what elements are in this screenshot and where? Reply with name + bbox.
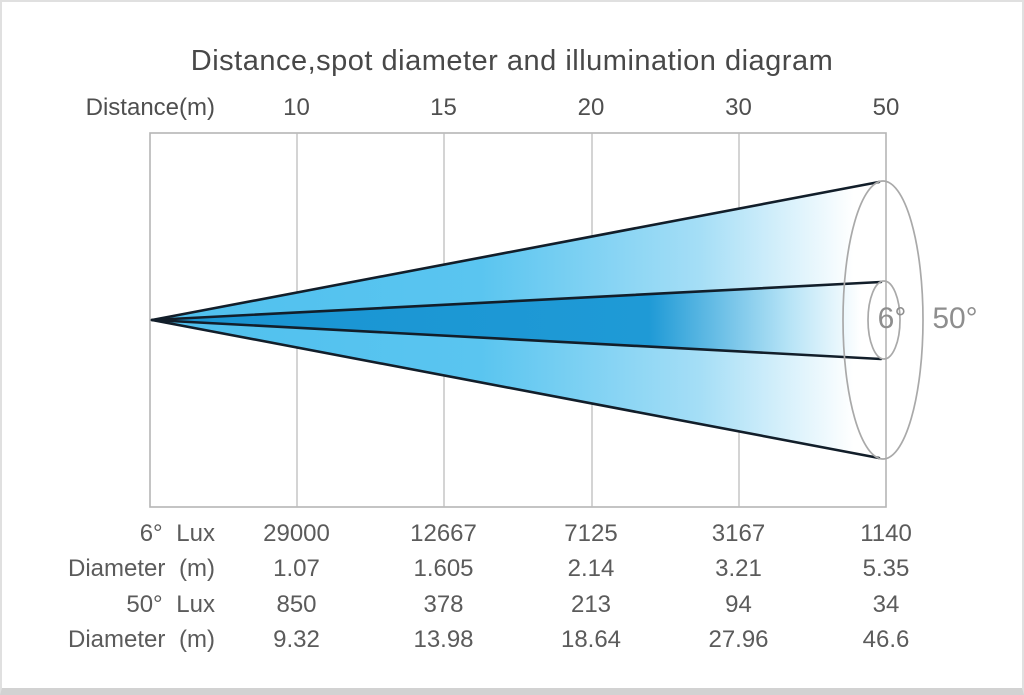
cell-value: 34: [872, 591, 900, 618]
narrow-beam-spot-ellipse: [867, 280, 901, 360]
cell-value: 1.07: [273, 555, 320, 582]
cell-value: 29000: [263, 520, 330, 547]
distance-tick-50: 50: [872, 94, 900, 121]
narrow-beam-top-edge: [150, 280, 883, 322]
cell-value: 378: [423, 591, 464, 618]
cell-value: 94: [725, 591, 752, 618]
cell-value: 12667: [410, 520, 477, 547]
cell-value: 46.6: [862, 626, 910, 653]
cell-value: 850: [276, 591, 317, 618]
distance-tick-20: 20: [577, 94, 605, 121]
cell-value: 3167: [711, 520, 766, 547]
wide-beam-bottom-edge: [150, 318, 881, 460]
wide-beam-spot-ellipse: [842, 180, 924, 460]
cell-value: 213: [570, 591, 612, 618]
distance-tick-15: 15: [430, 94, 457, 121]
distance-header-row: Distance(m) 10 15 20 30 50: [32, 93, 960, 122]
row-label: Diameter (m): [67, 626, 215, 653]
diagram-frame: [149, 132, 887, 508]
row-label: Diameter (m): [67, 555, 215, 582]
table-row-6deg-diameter: Diameter (m) 1.07 1.605 2.14 3.21 5.35: [32, 554, 960, 583]
cell-value: 9.32: [273, 626, 320, 653]
cell-value: 3.21: [715, 555, 762, 582]
distance-tick-10: 10: [283, 94, 310, 121]
cell-value: 27.96: [708, 626, 769, 653]
page-title: Distance,spot diameter and illumination …: [190, 45, 834, 77]
narrow-beam-cone: [152, 282, 881, 359]
row-label: 50° Lux: [126, 591, 215, 618]
cell-value: 2.14: [567, 555, 615, 582]
distance-tick-30: 30: [725, 94, 752, 121]
cell-value: 1.605: [413, 555, 474, 582]
narrow-beam-angle-label: 6°: [877, 302, 907, 335]
table-row-50deg-diameter: Diameter (m) 9.32 13.98 18.64 27.96 46.6: [32, 625, 960, 654]
wide-beam-angle-label: 50°: [932, 302, 978, 335]
cell-value: 5.35: [862, 555, 910, 582]
cell-value: 18.64: [560, 626, 622, 653]
table-row-50deg-lux: 50° Lux 850 378 213 94 34: [32, 590, 960, 619]
cell-value: 1140: [860, 520, 912, 547]
row-label: 6° Lux: [139, 520, 215, 547]
narrow-beam-bottom-edge: [150, 318, 883, 361]
cell-value: 13.98: [413, 626, 474, 653]
table-row-6deg-lux: 6° Lux 29000 12667 7125 3167 1140: [32, 519, 960, 548]
wide-beam-top-edge: [150, 180, 881, 322]
distance-axis-label: Distance(m): [85, 94, 215, 121]
cell-value: 7125: [564, 520, 618, 547]
